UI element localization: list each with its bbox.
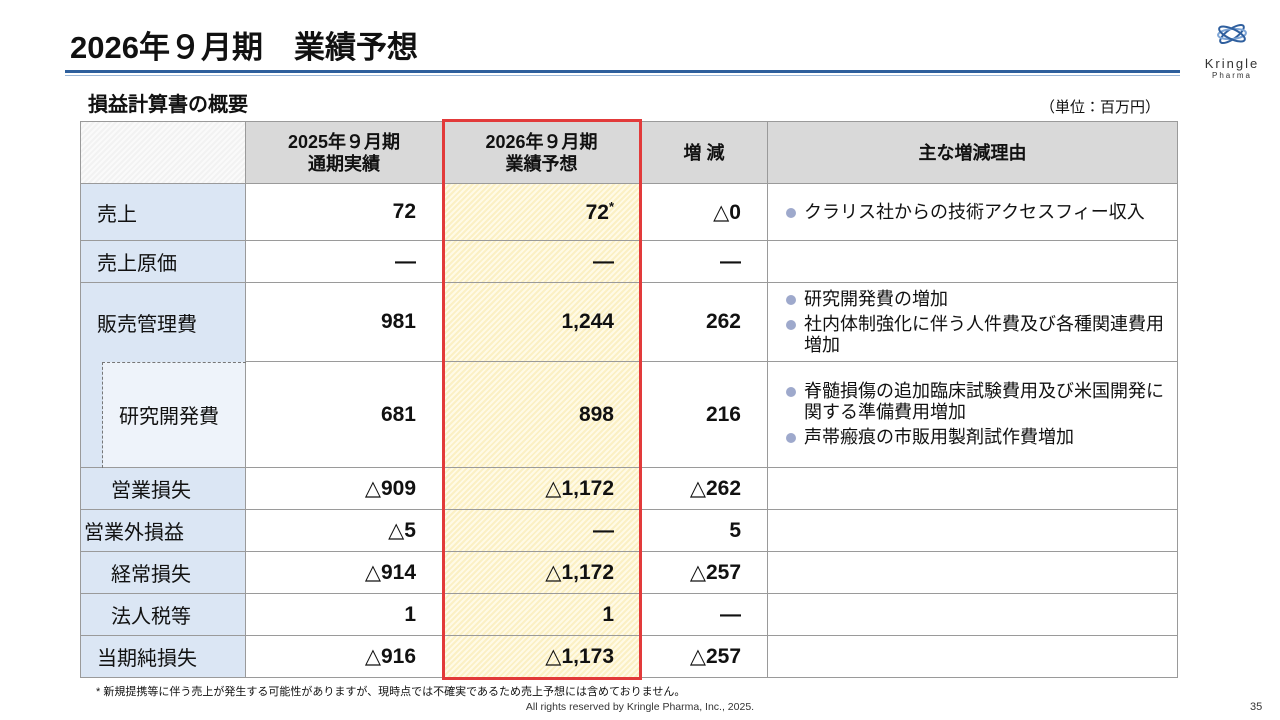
value-cell: ― — [443, 241, 641, 283]
title-rule — [65, 75, 1180, 76]
column-header: 増 減 — [641, 121, 768, 184]
copyright: All rights reserved by Kringle Pharma, I… — [525, 701, 755, 713]
value-cell: △257 — [641, 552, 768, 594]
value-cell: △0 — [641, 184, 768, 241]
column-header: 2025年９月期 通期実績 — [246, 121, 443, 184]
value-cell: 1 — [246, 594, 443, 636]
reason-cell — [768, 468, 1178, 510]
value-cell: ― — [443, 510, 641, 552]
sub-divider — [102, 362, 246, 363]
row-label: 販売管理費 — [80, 283, 246, 362]
column-header-line: 業績予想 — [505, 153, 578, 174]
logo-sub: Pharma — [1211, 71, 1252, 80]
value-cell: △1,172 — [443, 552, 641, 594]
row-label: 売上 — [80, 184, 246, 241]
value-cell: 681 — [246, 362, 443, 468]
slide-title: 2026年９月期 業績予想 — [70, 30, 418, 65]
value-cell: △5 — [246, 510, 443, 552]
reason-cell — [768, 552, 1178, 594]
reason-item: 研究開発費の増加 — [786, 289, 1164, 310]
column-header-line: 主な増減理由 — [918, 142, 1027, 163]
value-note: * — [608, 199, 614, 214]
reason-cell — [768, 636, 1178, 678]
value-cell: 216 — [641, 362, 768, 468]
logo: Kringle Pharma — [1196, 16, 1268, 86]
title-rule — [65, 70, 1180, 73]
row-label: 経常損失 — [80, 552, 246, 594]
value-cell: △916 — [246, 636, 443, 678]
column-header-line: 2025年９月期 — [287, 131, 401, 152]
value-cell: △262 — [641, 468, 768, 510]
reason-item: 声帯瘢痕の市販用製剤試作費増加 — [786, 427, 1164, 448]
value-cell: ― — [641, 594, 768, 636]
value-cell: 5 — [641, 510, 768, 552]
reason-cell: クラリス社からの技術アクセスフィー収入 — [768, 184, 1178, 241]
page-number: 35 — [1250, 701, 1263, 713]
value-cell: △914 — [246, 552, 443, 594]
value-cell: 72 — [246, 184, 443, 241]
reason-cell: 脊髄損傷の追加臨床試験費用及び米国開発に関する準備費用増加声帯瘢痕の市販用製剤試… — [768, 362, 1178, 468]
reason-cell — [768, 241, 1178, 283]
value-cell: 981 — [246, 283, 443, 362]
row-label: 法人税等 — [80, 594, 246, 636]
value-cell: △257 — [641, 636, 768, 678]
value-cell: 262 — [641, 283, 768, 362]
value-cell: △1,172 — [443, 468, 641, 510]
highlight-box — [442, 119, 642, 680]
value-cell: 1,244 — [443, 283, 641, 362]
section-title: 損益計算書の概要 — [88, 94, 248, 116]
header-cell — [80, 121, 246, 184]
reason-item: クラリス社からの技術アクセスフィー収入 — [786, 202, 1164, 223]
unit-note: （単位：百万円） — [1039, 99, 1160, 116]
value-cell: 1 — [443, 594, 641, 636]
reason-cell: 研究開発費の増加社内体制強化に伴う人件費及び各種関連費用増加 — [768, 283, 1178, 362]
reason-item: 社内体制強化に伴う人件費及び各種関連費用増加 — [786, 314, 1164, 356]
row-label: 売上原価 — [80, 241, 246, 283]
row-label: 研究開発費 — [80, 362, 246, 468]
column-header-line: 2026年９月期 — [485, 131, 598, 152]
reason-cell — [768, 594, 1178, 636]
column-header: 主な増減理由 — [768, 121, 1178, 184]
value-cell: 72* — [443, 184, 641, 241]
reason-cell — [768, 510, 1178, 552]
logo-name: Kringle — [1204, 56, 1260, 71]
value-cell: △909 — [246, 468, 443, 510]
value-text: 72* — [585, 199, 614, 224]
column-header-line: 通期実績 — [308, 153, 380, 174]
row-label: 営業外損益 — [80, 510, 246, 552]
sub-divider — [102, 362, 103, 468]
reason-item: 脊髄損傷の追加臨床試験費用及び米国開発に関する準備費用増加 — [786, 381, 1164, 423]
row-label: 営業損失 — [80, 468, 246, 510]
value-cell: ― — [246, 241, 443, 283]
column-header-line: 増 減 — [683, 142, 725, 163]
row-label: 当期純損失 — [80, 636, 246, 678]
footnote: * 新規提携等に伴う売上が発生する可能性がありますが、現時点では不確実であるため… — [96, 686, 686, 698]
value-cell: ― — [641, 241, 768, 283]
logo-mark — [1217, 23, 1247, 45]
